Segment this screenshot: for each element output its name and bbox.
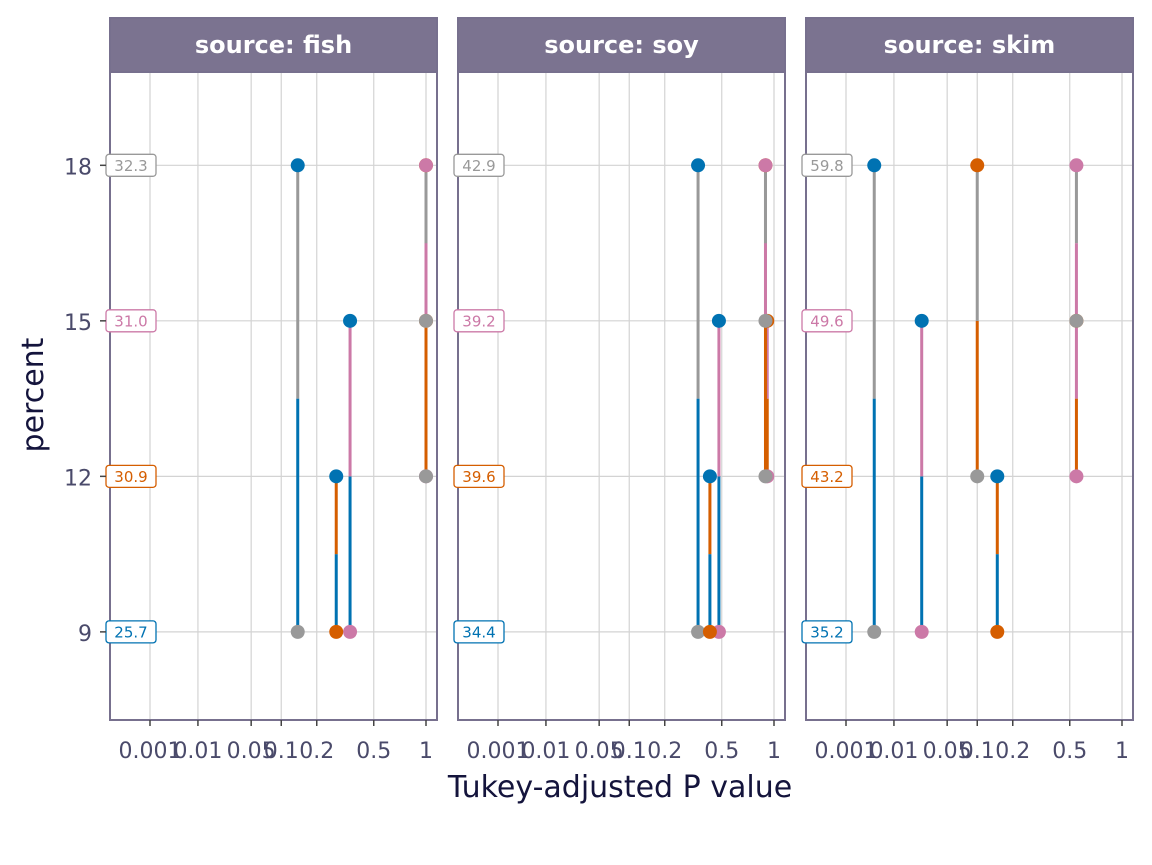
comparison-point: [691, 158, 706, 173]
x-tick-label: 1: [1115, 739, 1129, 764]
y-axis: 9 12 15 18: [64, 155, 106, 647]
estimate-label-box: [801, 309, 853, 333]
comparison-point: [990, 469, 1005, 484]
estimate-label-box: [453, 153, 505, 177]
x-tick-label: 0.05: [923, 739, 972, 764]
panel-background: [110, 72, 437, 720]
y-tick-label: 18: [64, 155, 92, 180]
estimate-label: 39.6: [462, 468, 495, 486]
facet-strip: [109, 17, 438, 73]
estimate-label-box: [453, 309, 505, 333]
comparison-point: [711, 313, 726, 328]
comparison-point: [970, 158, 985, 173]
comparison-point: [419, 313, 433, 328]
x-tick-label: 0.2: [647, 739, 682, 764]
comparison-point: [758, 313, 773, 328]
x-tick-label: 0.01: [869, 739, 918, 764]
x-tick-label: 0.001: [467, 739, 530, 764]
comparison-point: [758, 158, 773, 173]
comparison-point: [290, 624, 305, 639]
x-tick-label: 0.1: [264, 739, 299, 764]
comparison-point: [343, 313, 358, 328]
x-tick-label: 0.5: [356, 739, 391, 764]
estimate-label: 42.9: [462, 157, 495, 175]
panel-background: [806, 72, 1133, 720]
estimate-label-box: [801, 464, 853, 489]
comparison-point: [914, 624, 929, 639]
comparison-point: [691, 624, 706, 639]
comparison-point: [1069, 313, 1084, 328]
facet-strip-label: source: skim: [884, 31, 1056, 59]
comparison-point: [702, 469, 717, 484]
facet-strip: [457, 17, 786, 73]
x-tick-label: 0.2: [995, 739, 1030, 764]
comparison-point: [867, 624, 882, 639]
x-axis-title: Tukey-adjusted P value: [447, 770, 792, 805]
estimate-label-box: [453, 620, 505, 644]
estimate-label: 32.3: [114, 157, 147, 175]
x-tick-label: 1: [419, 739, 433, 764]
comparison-point: [329, 624, 344, 639]
y-tick-label: 15: [64, 311, 92, 336]
comparison-point: [290, 158, 305, 173]
facet-strip-label: source: soy: [544, 31, 699, 59]
x-tick-label: 0.5: [1052, 739, 1087, 764]
estimate-label: 30.9: [114, 468, 147, 486]
comparison-point: [329, 469, 344, 484]
x-tick-label: 0.001: [815, 739, 878, 764]
comparison-point: [419, 158, 433, 173]
estimate-label: 31.0: [114, 312, 147, 330]
estimate-label: 49.6: [810, 312, 843, 330]
x-tick-label: 0.01: [521, 739, 570, 764]
x-tick-label: 0.05: [227, 739, 276, 764]
estimate-label-box: [453, 464, 505, 489]
x-tick-label: 0.001: [119, 739, 182, 764]
y-tick-label: 12: [64, 466, 92, 491]
x-tick-label: 0.1: [960, 739, 995, 764]
comparison-point: [867, 158, 882, 173]
estimate-label: 34.4: [462, 623, 495, 641]
estimate-label: 43.2: [810, 468, 843, 486]
estimate-label: 25.7: [114, 623, 147, 641]
x-tick-label: 0.05: [575, 739, 624, 764]
comparison-point: [914, 313, 929, 328]
estimate-label: 39.2: [462, 312, 495, 330]
x-tick-label: 1: [767, 739, 781, 764]
estimate-label: 35.2: [810, 623, 843, 641]
x-tick-label: 0.1: [612, 739, 647, 764]
comparison-point: [343, 624, 358, 639]
comparison-point: [702, 624, 717, 639]
facet-strip-label: source: fish: [195, 31, 352, 59]
x-tick-label: 0.01: [173, 739, 222, 764]
panel-background: [458, 72, 785, 720]
estimate-label: 59.8: [810, 157, 843, 175]
y-tick-label: 9: [78, 622, 92, 647]
comparison-point: [990, 624, 1005, 639]
comparison-point: [1069, 158, 1084, 173]
comparison-point: [758, 469, 773, 484]
comparison-point: [419, 469, 433, 484]
x-tick-label: 0.2: [299, 739, 334, 764]
comparison-point: [970, 469, 985, 484]
estimate-label-box: [801, 620, 853, 644]
facet-strip: [805, 17, 1134, 73]
estimate-label-box: [801, 153, 853, 177]
comparison-point: [1069, 469, 1084, 484]
y-axis-title: percent: [16, 337, 51, 452]
x-tick-label: 0.5: [704, 739, 739, 764]
